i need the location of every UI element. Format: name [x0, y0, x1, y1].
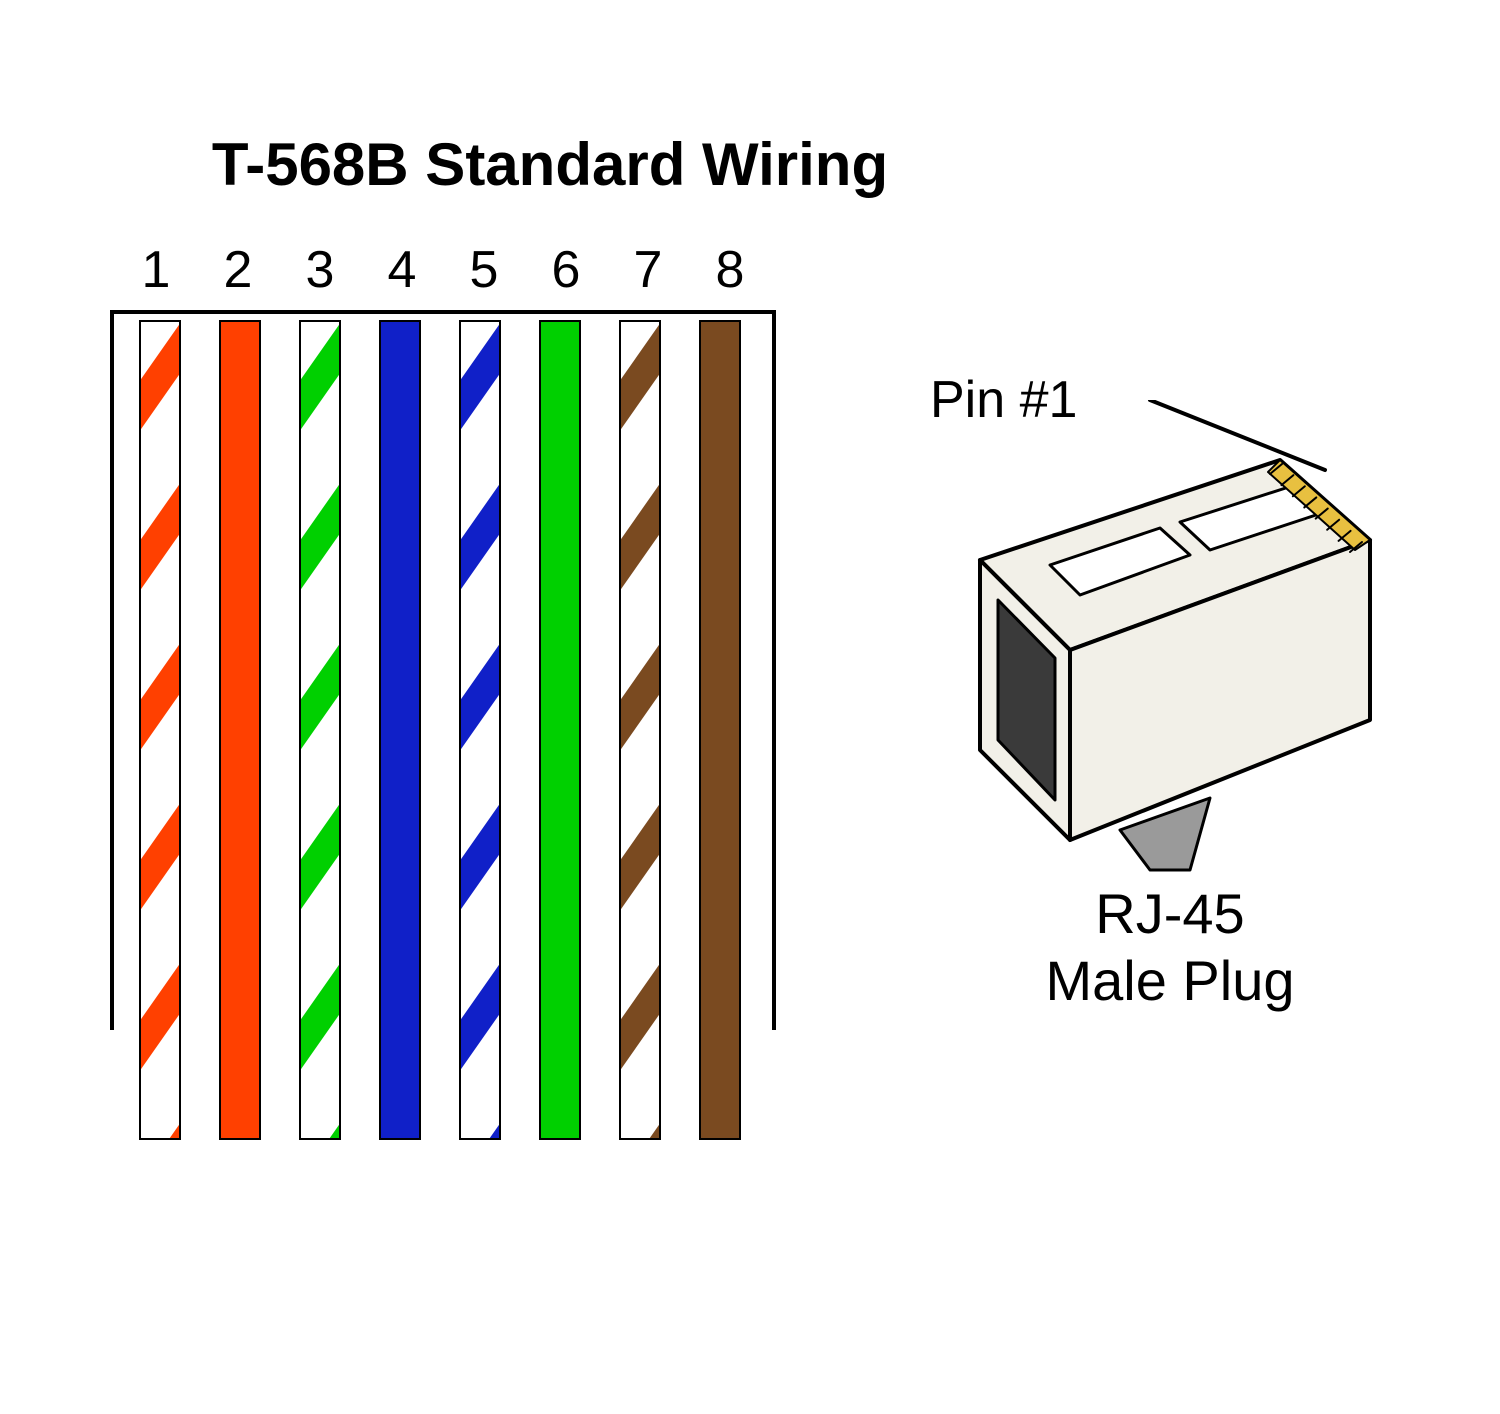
pin-number: 6: [525, 240, 607, 300]
wire-stripe: [299, 616, 341, 777]
wire-7: [619, 320, 661, 1140]
wire-slot: [200, 320, 280, 1140]
pin-number: 4: [361, 240, 443, 300]
pin-number-row: 12345678: [115, 240, 771, 300]
wire-stripe: [619, 320, 661, 458]
wire-stripe: [619, 456, 661, 617]
wire-stripe: [139, 1096, 181, 1140]
wire-stripe: [139, 776, 181, 937]
wire-stripe: [459, 320, 501, 458]
plug-label-line2: Male Plug: [1045, 949, 1294, 1012]
wire-slot: [120, 320, 200, 1140]
pin-number: 3: [279, 240, 361, 300]
wire-slot: [280, 320, 360, 1140]
wires-container: [120, 320, 760, 1140]
wire-4: [379, 320, 421, 1140]
plug-label-line1: RJ-45: [1095, 882, 1244, 945]
wire-stripe: [139, 320, 181, 458]
wire-slot: [680, 320, 760, 1140]
wire-stripe: [619, 776, 661, 937]
pin-number: 2: [197, 240, 279, 300]
wire-slot: [360, 320, 440, 1140]
wire-stripe: [459, 616, 501, 777]
wire-slot: [520, 320, 600, 1140]
wire-stripe: [139, 936, 181, 1097]
wire-stripe: [459, 776, 501, 937]
rj45-plug-icon: [850, 400, 1410, 880]
wire-stripe: [299, 776, 341, 937]
wire-stripe: [299, 456, 341, 617]
pin-number: 8: [689, 240, 771, 300]
wire-2: [219, 320, 261, 1140]
plug-label: RJ-45 Male Plug: [930, 880, 1410, 1014]
wire-slot: [600, 320, 680, 1140]
wire-1: [139, 320, 181, 1140]
diagram-title: T-568B Standard Wiring: [0, 130, 1100, 199]
wire-stripe: [619, 1096, 661, 1140]
wire-stripe: [299, 936, 341, 1097]
wire-stripe: [459, 936, 501, 1097]
wire-slot: [440, 320, 520, 1140]
wire-5: [459, 320, 501, 1140]
wire-8: [699, 320, 741, 1140]
wire-stripe: [459, 456, 501, 617]
wire-6: [539, 320, 581, 1140]
wire-stripe: [299, 320, 341, 458]
wire-stripe: [619, 936, 661, 1097]
wire-stripe: [619, 616, 661, 777]
wire-stripe: [139, 456, 181, 617]
pin-number: 1: [115, 240, 197, 300]
wire-stripe: [299, 1096, 341, 1140]
wire-stripe: [139, 616, 181, 777]
wire-3: [299, 320, 341, 1140]
pin-number: 7: [607, 240, 689, 300]
pin-number: 5: [443, 240, 525, 300]
wire-stripe: [459, 1096, 501, 1140]
